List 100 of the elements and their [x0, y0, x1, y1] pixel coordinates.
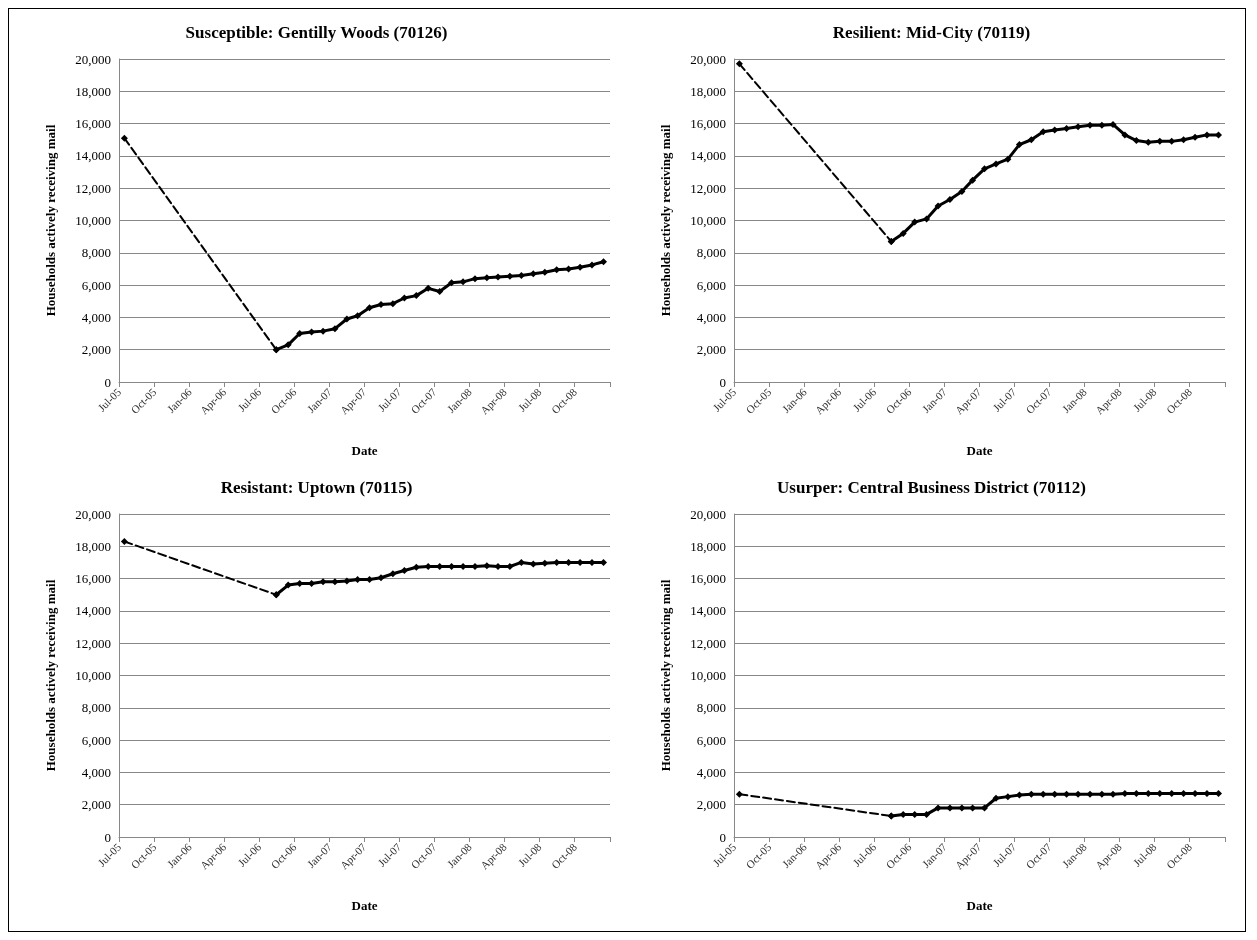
point — [934, 202, 942, 210]
y-tick-label: 8,000 — [696, 245, 726, 261]
y-tick-label: 4,000 — [696, 309, 726, 325]
y-tick-label: 4,000 — [81, 764, 111, 780]
x-axis-title: Date — [351, 443, 378, 458]
point — [1086, 790, 1094, 798]
point — [517, 271, 525, 279]
point — [958, 804, 966, 812]
point — [412, 563, 420, 571]
y-tick-label: 2,000 — [696, 797, 726, 813]
point — [120, 537, 128, 545]
y-tick-label: 10,000 — [690, 213, 726, 228]
point — [1156, 137, 1164, 145]
point — [400, 567, 408, 575]
y-tick-label: 2,000 — [696, 342, 726, 358]
point — [319, 327, 327, 335]
y-tick-label: 0 — [719, 374, 726, 390]
point — [1180, 136, 1188, 144]
point — [319, 578, 327, 586]
point — [459, 278, 467, 286]
y-tick-label: 10,000 — [690, 668, 726, 683]
y-tick-label: 14,000 — [690, 603, 726, 619]
y-tick-label: 4,000 — [696, 764, 726, 780]
point — [1063, 124, 1071, 132]
point — [541, 559, 549, 567]
point — [377, 300, 385, 308]
point — [483, 562, 491, 570]
point — [1051, 790, 1059, 798]
x-axis-title: Date — [351, 898, 378, 913]
y-tick-label: 16,000 — [690, 571, 726, 587]
point — [424, 284, 432, 292]
point — [969, 176, 977, 184]
point — [1098, 790, 1106, 798]
y-tick-label: 10,000 — [75, 213, 111, 228]
chart-title: Susceptible: Gentilly Woods (70126) — [185, 23, 448, 42]
y-tick-label: 12,000 — [75, 635, 111, 651]
point — [284, 341, 292, 349]
y-tick-label: 0 — [104, 374, 111, 390]
y-axis-title: Households actively receiving mail — [43, 124, 58, 317]
y-tick-label: 10,000 — [75, 668, 111, 683]
point — [899, 229, 907, 237]
y-tick-label: 18,000 — [75, 538, 111, 554]
point — [284, 581, 292, 589]
point — [436, 288, 444, 296]
y-axis-title: Households actively receiving mail — [658, 124, 673, 317]
point — [343, 315, 351, 323]
y-tick-label: 20,000 — [690, 51, 726, 67]
point — [1144, 138, 1152, 146]
y-axis-title: Households actively receiving mail — [658, 579, 673, 772]
y-tick-label: 18,000 — [690, 83, 726, 99]
point — [541, 268, 549, 276]
point — [412, 292, 420, 300]
point — [1004, 155, 1012, 163]
y-tick-label: 18,000 — [690, 538, 726, 554]
point — [400, 294, 408, 302]
y-tick-label: 6,000 — [81, 732, 111, 748]
point — [1027, 136, 1035, 144]
y-tick-label: 20,000 — [75, 51, 111, 67]
y-tick-label: 8,000 — [81, 245, 111, 261]
point — [1121, 131, 1129, 139]
point — [1098, 121, 1106, 129]
y-tick-label: 0 — [104, 829, 111, 845]
point — [946, 804, 954, 812]
y-tick-label: 20,000 — [75, 506, 111, 522]
y-tick-label: 20,000 — [690, 506, 726, 522]
y-tick-label: 8,000 — [81, 700, 111, 716]
point — [529, 560, 537, 568]
point — [992, 160, 1000, 168]
x-axis-title: Date — [966, 898, 993, 913]
point — [1132, 137, 1140, 145]
y-tick-label: 12,000 — [690, 635, 726, 651]
y-tick-label: 12,000 — [690, 180, 726, 196]
y-tick-label: 14,000 — [690, 148, 726, 164]
point — [1203, 131, 1211, 139]
point — [1074, 123, 1082, 131]
point — [365, 304, 373, 312]
point — [343, 577, 351, 585]
y-tick-label: 18,000 — [75, 83, 111, 99]
chart-title: Usurper: Central Business District (70112) — [777, 478, 1086, 497]
point — [1109, 790, 1117, 798]
point — [1015, 141, 1023, 149]
y-tick-label: 6,000 — [696, 277, 726, 293]
point — [911, 218, 919, 226]
point — [120, 134, 128, 142]
point — [308, 579, 316, 587]
y-tick-label: 8,000 — [696, 700, 726, 716]
y-tick-label: 14,000 — [75, 603, 111, 619]
point — [923, 810, 931, 818]
y-tick-label: 0 — [719, 829, 726, 845]
chart-title: Resilient: Mid-City (70119) — [832, 23, 1031, 42]
point — [1074, 790, 1082, 798]
point — [599, 258, 607, 266]
point — [1109, 120, 1117, 128]
point — [992, 794, 1000, 802]
y-tick-label: 4,000 — [81, 309, 111, 325]
y-tick-label: 2,000 — [81, 342, 111, 358]
point — [1039, 128, 1047, 136]
point — [1191, 133, 1199, 141]
point — [471, 275, 479, 283]
point — [517, 558, 525, 566]
